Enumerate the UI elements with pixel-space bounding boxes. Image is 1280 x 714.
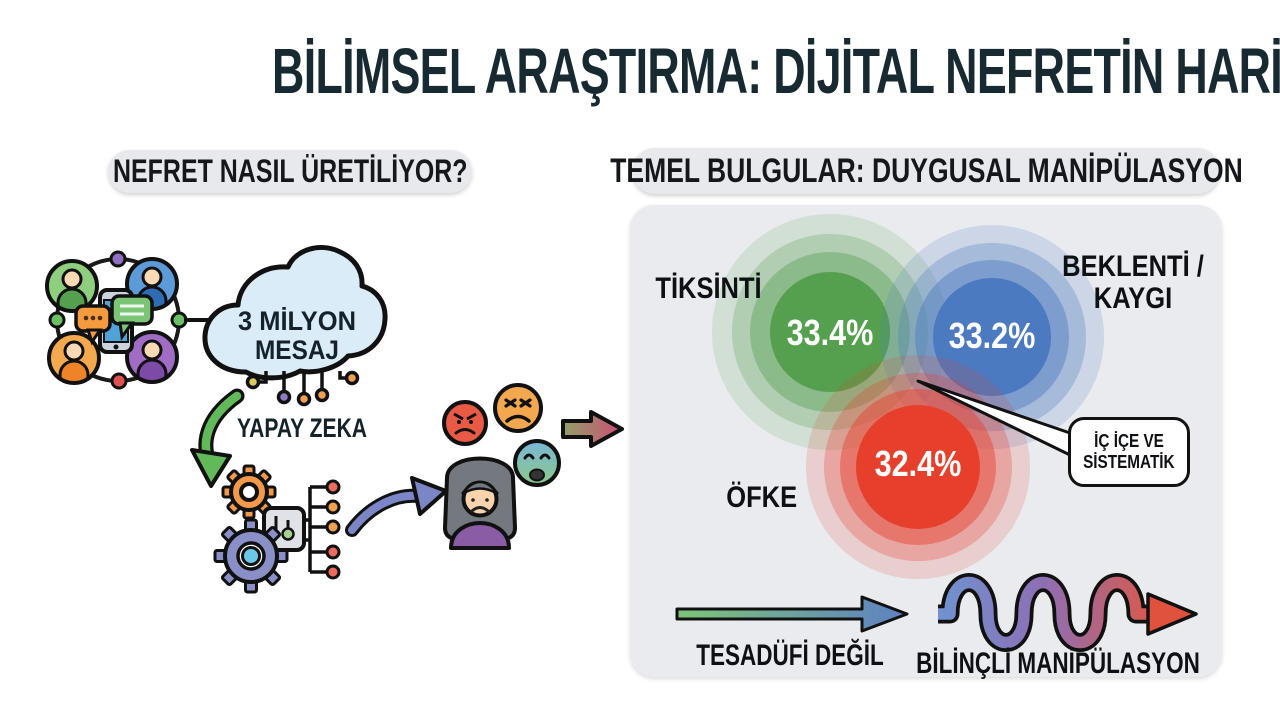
- victim-woman-icon: [443, 456, 517, 550]
- disgust-percentage: 33.4%: [786, 312, 874, 353]
- wavy-arrow-icon: [938, 573, 1198, 652]
- input-arrow-icon: [561, 410, 624, 448]
- purple-arrow-icon: [345, 476, 448, 537]
- angry-emoji-icon: [442, 400, 488, 446]
- venn-disgust-core: [770, 272, 890, 392]
- anger-label: ÖFKE: [726, 481, 798, 514]
- left-section-header-text: NEFRET NASIL ÜRETİLİYOR?: [112, 153, 468, 189]
- page-title-text: BİLİMSEL ARAŞTIRMA: DİJİTAL NEFRETİN HAR…: [272, 35, 1280, 107]
- circuit-traces-icon: [245, 370, 360, 407]
- chat-bubble-orange-icon: [74, 304, 112, 346]
- venn-anger-core: [856, 405, 980, 529]
- systematic-callout: İÇ İÇE VE SİSTEMATİK: [1068, 417, 1190, 487]
- message-cloud-icon: 3 MİLYON MESAJ: [202, 245, 388, 381]
- straight-arrow-label: TESADÜFİ DEĞİL: [696, 639, 884, 672]
- ai-label: YAPAY ZEKA: [237, 413, 367, 443]
- chat-bubble-green-icon: [110, 294, 154, 341]
- process-illustration: 3 MİLYON MESAJ YAPAY ZEKA: [45, 245, 624, 594]
- right-section-header-text: TEMEL BULGULAR: DUYGUSAL MANİPÜLASYON: [609, 151, 1243, 190]
- sad-emoji-icon: [513, 439, 561, 487]
- anxiety-percentage: 33.2%: [948, 315, 1036, 356]
- frustrated-emoji-icon: [493, 383, 543, 433]
- social-network-icon: [45, 250, 188, 390]
- page-title: BİLİMSEL ARAŞTIRMA: DİJİTAL NEFRETİN HAR…: [0, 34, 1280, 108]
- panel-graphics: [675, 379, 1198, 652]
- left-section-header: NEFRET NASIL ÜRETİLİYOR?: [108, 150, 472, 193]
- anger-percentage: 32.4%: [874, 443, 962, 484]
- green-arrow-icon: [190, 388, 245, 488]
- cloud-label-line1: 3 MİLYON: [238, 306, 356, 336]
- anxiety-label: BEKLENTİ / KAYGI: [1062, 250, 1204, 315]
- callout-line2: SİSTEMATİK: [1083, 452, 1175, 472]
- gears-chip-icon: [213, 464, 341, 594]
- wavy-arrow-label: BİLİNÇLİ MANİPÜLASYON: [916, 647, 1200, 680]
- disgust-label: TİKSİNTİ: [654, 272, 762, 305]
- venn-anxiety-core: [933, 278, 1051, 396]
- cloud-label-line2: MESAJ: [255, 335, 339, 365]
- straight-arrow-icon: [675, 595, 909, 633]
- right-section-header: TEMEL BULGULAR: DUYGUSAL MANİPÜLASYON: [610, 148, 1242, 194]
- findings-panel: 33.4% 33.2% 32.4% TİKSİNTİ BEKLENTİ / KA…: [630, 205, 1222, 680]
- callout-line1: İÇ İÇE VE: [1094, 431, 1164, 452]
